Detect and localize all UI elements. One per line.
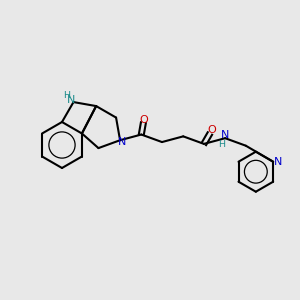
Text: N: N — [118, 137, 126, 147]
Text: O: O — [139, 115, 148, 125]
Text: O: O — [208, 125, 216, 136]
Text: H: H — [63, 91, 70, 100]
Text: N: N — [274, 157, 282, 167]
Text: N: N — [67, 95, 76, 105]
Text: N: N — [221, 130, 229, 140]
Text: H: H — [218, 140, 225, 149]
